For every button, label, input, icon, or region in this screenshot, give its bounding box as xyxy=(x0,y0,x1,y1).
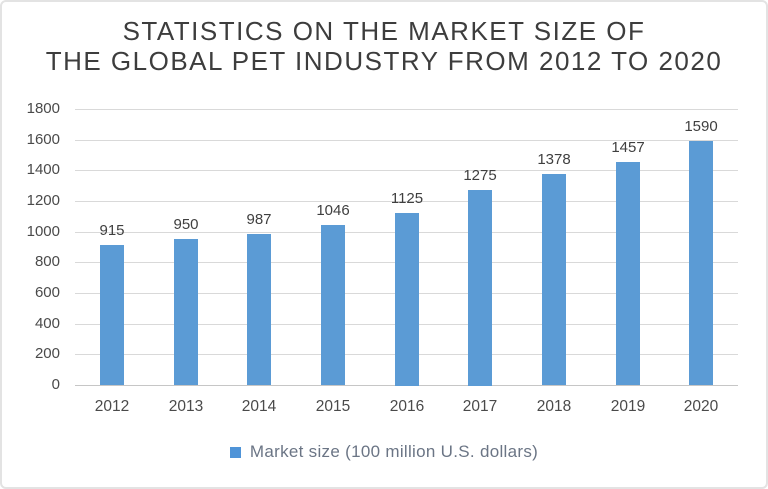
x-axis-label: 2012 xyxy=(94,398,130,415)
x-axis-label: 2015 xyxy=(315,398,351,415)
bar-2016 xyxy=(395,213,419,386)
y-axis-tick-label: 1800 xyxy=(26,100,60,117)
x-axis-label: 2019 xyxy=(610,398,646,415)
bar-value-label: 950 xyxy=(173,216,199,233)
x-axis-label: 2017 xyxy=(462,398,498,415)
bar-2015 xyxy=(321,225,345,385)
bar-value-label: 1378 xyxy=(537,151,571,168)
x-axis-label: 2020 xyxy=(683,398,719,415)
bar-value-label: 1046 xyxy=(316,202,350,219)
bar-value-label: 1275 xyxy=(463,167,497,184)
gridline xyxy=(75,109,738,110)
y-axis-tick-label: 1000 xyxy=(26,223,60,240)
y-axis-tick-label: 1600 xyxy=(26,131,60,148)
y-axis-tick-label: 0 xyxy=(51,376,60,393)
bar-2019 xyxy=(616,162,640,385)
x-axis-label: 2018 xyxy=(536,398,572,415)
legend-marker-icon xyxy=(229,446,241,458)
bar-value-label: 987 xyxy=(246,211,272,228)
chart-title-line2: THE GLOBAL PET INDUSTRY FROM 2012 TO 202… xyxy=(45,46,723,76)
chart-title: STATISTICS ON THE MARKET SIZE OF THE GLO… xyxy=(2,16,766,76)
legend-label: Market size (100 million U.S. dollars) xyxy=(249,442,539,461)
bar-2012 xyxy=(100,245,124,385)
bar-2018 xyxy=(542,174,566,385)
legend: Market size (100 million U.S. dollars) xyxy=(2,440,766,464)
x-axis-label: 2013 xyxy=(168,398,204,415)
bar-value-label: 1590 xyxy=(684,118,718,135)
y-axis-tick-label: 1400 xyxy=(26,161,60,178)
bar-2014 xyxy=(247,234,271,385)
bar-2017 xyxy=(468,190,492,386)
x-axis-label: 2014 xyxy=(241,398,277,415)
y-axis-tick-label: 400 xyxy=(34,315,60,332)
bar-value-label: 1125 xyxy=(390,190,424,207)
y-axis-tick-label: 200 xyxy=(34,345,60,362)
x-axis-label: 2016 xyxy=(389,398,425,415)
gridline xyxy=(75,140,738,141)
y-axis-tick-label: 1200 xyxy=(26,192,60,209)
y-axis-tick-label: 800 xyxy=(34,253,60,270)
gridline xyxy=(75,201,738,202)
bar-2013 xyxy=(174,239,198,385)
gridline xyxy=(75,170,738,171)
y-axis-tick-label: 600 xyxy=(34,284,60,301)
chart-title-line1: STATISTICS ON THE MARKET SIZE OF xyxy=(122,16,646,46)
bar-2020 xyxy=(689,141,713,385)
bar-value-label: 915 xyxy=(99,222,125,239)
bar-value-label: 1457 xyxy=(611,139,645,156)
